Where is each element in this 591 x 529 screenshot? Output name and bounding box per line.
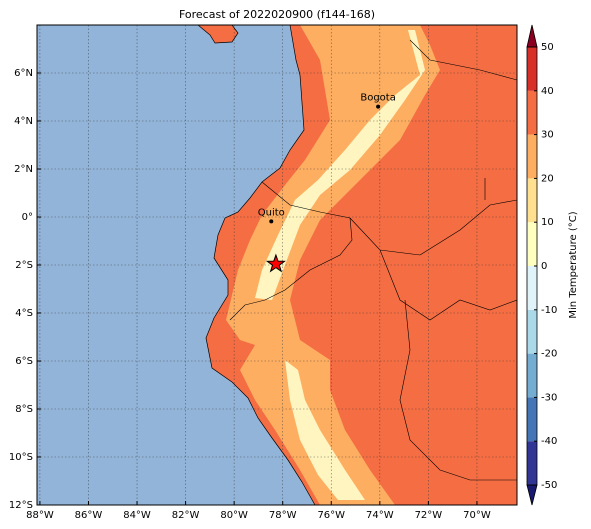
colorbar-segment xyxy=(527,353,537,398)
colorbar-extend-bottom xyxy=(526,484,538,506)
colorbar-segment xyxy=(527,266,537,310)
lat-tick-label: 10°S xyxy=(9,452,33,463)
map-title: Forecast of 2022020900 (f144-168) xyxy=(179,8,375,21)
lat-tick-label: 6°S xyxy=(15,356,33,367)
lat-tick-label: 4°S xyxy=(15,308,33,319)
lat-tick-label: 4°N xyxy=(14,116,33,127)
lat-tick-label: 0° xyxy=(22,212,33,223)
lon-tick-label: 76°W xyxy=(317,510,345,521)
colorbar-tick-label: -40 xyxy=(541,436,557,447)
colorbar-segment xyxy=(527,309,537,354)
colorbar-tick-label: 0 xyxy=(541,261,547,272)
lat-tick-label: 8°S xyxy=(15,404,33,415)
city-dot xyxy=(376,104,381,109)
lon-tick-label: 70°W xyxy=(463,510,491,521)
colorbar-tick-label: -50 xyxy=(541,480,557,491)
graticule xyxy=(37,25,517,505)
colorbar-segment xyxy=(527,178,537,223)
colorbar-segment xyxy=(527,90,537,135)
lat-tick-label: 6°N xyxy=(14,68,33,79)
colorbar-extend-top xyxy=(526,24,538,48)
warm-band xyxy=(226,25,440,505)
colorbar-segment xyxy=(527,222,537,266)
colorbar-segment xyxy=(527,134,537,179)
colorbar-tick-label: 50 xyxy=(541,42,554,53)
city-dot xyxy=(269,219,274,224)
lon-tick-label: 82°W xyxy=(172,510,200,521)
city-label: Bogota xyxy=(360,93,396,104)
colorbar-tick-label: -10 xyxy=(541,305,557,316)
lat-tick-label: 12°S xyxy=(9,500,33,511)
lat-tick-label: 2°N xyxy=(14,164,33,175)
lon-tick-label: 80°W xyxy=(220,510,248,521)
colorbar-tick-label: 40 xyxy=(541,86,554,97)
colorbar-label: Min Temperature (°C) xyxy=(568,211,579,318)
map xyxy=(37,25,517,505)
colorbar-segment xyxy=(527,47,537,91)
lon-tick-label: 86°W xyxy=(75,510,103,521)
colorbar-segment xyxy=(527,397,537,442)
island xyxy=(197,25,239,44)
colorbar-tick-label: 20 xyxy=(541,173,554,184)
colorbar-tick-label: 30 xyxy=(541,130,554,141)
borders xyxy=(229,39,517,481)
lat-tick-label: 2°S xyxy=(15,260,33,271)
lon-tick-label: 84°W xyxy=(123,510,151,521)
colorbar-tick-label: 10 xyxy=(541,217,554,228)
colorbar-tick-label: -20 xyxy=(541,349,557,360)
lon-tick-label: 78°W xyxy=(269,510,297,521)
lon-tick-label: 88°W xyxy=(26,510,54,521)
city-label: Quito xyxy=(258,207,285,218)
mild-band-south xyxy=(285,360,365,500)
mild-band xyxy=(255,30,425,300)
lon-tick-label: 74°W xyxy=(366,510,394,521)
colorbar-tick-label: -30 xyxy=(541,392,557,403)
lon-tick-label: 72°W xyxy=(415,510,443,521)
location-star xyxy=(265,253,286,273)
colorbar-segment xyxy=(527,441,537,485)
